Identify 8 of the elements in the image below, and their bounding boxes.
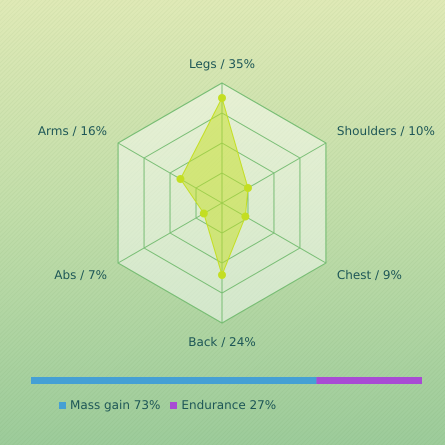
- spoke-label: Abs / 7%: [54, 268, 108, 282]
- spoke-label: Chest / 9%: [336, 268, 402, 282]
- legend-label: Mass gain 73%: [70, 398, 160, 412]
- legend-label: Endurance 27%: [181, 398, 276, 412]
- spoke-label: Arms / 16%: [38, 124, 108, 138]
- spoke-label: Back / 24%: [188, 335, 256, 349]
- spoke-label: Legs / 35%: [188, 57, 256, 71]
- spoke-label: Shoulders / 10%: [336, 124, 435, 138]
